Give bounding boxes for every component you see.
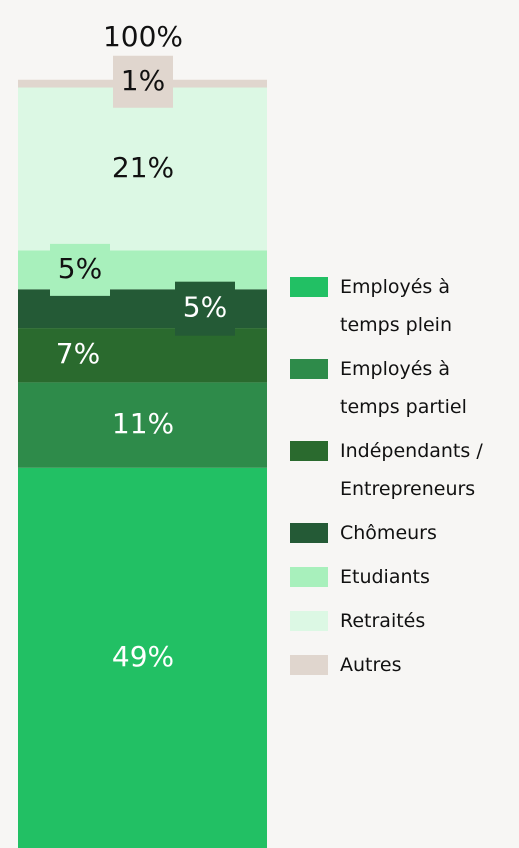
legend-swatch bbox=[290, 655, 328, 675]
bar-segment bbox=[18, 382, 267, 468]
legend-item: Autres bbox=[290, 646, 510, 684]
legend-item: Etudiants bbox=[290, 558, 510, 596]
value-label: 1% bbox=[121, 64, 165, 97]
legend-item: Employés à temps plein bbox=[290, 268, 510, 344]
legend-swatch bbox=[290, 441, 328, 461]
bar-segment bbox=[18, 328, 267, 383]
value-label: 11% bbox=[112, 407, 174, 440]
legend-item: Employés à temps partiel bbox=[290, 350, 510, 426]
legend-swatch bbox=[290, 359, 328, 379]
legend-label: Autres bbox=[340, 654, 402, 676]
legend-label: Employés à temps plein bbox=[340, 276, 452, 336]
label-box bbox=[175, 281, 235, 336]
legend-label: Indépendants / Entrepreneurs bbox=[340, 440, 483, 500]
bar-segment bbox=[18, 87, 267, 251]
legend-label: Chômeurs bbox=[340, 522, 437, 544]
label-box bbox=[50, 243, 110, 296]
legend: Employés à temps plein Employés à temps p… bbox=[290, 268, 510, 690]
legend-swatch bbox=[290, 611, 328, 631]
legend-label: Etudiants bbox=[340, 566, 430, 588]
value-label: 21% bbox=[112, 151, 174, 184]
value-label: 5% bbox=[183, 291, 227, 324]
legend-swatch bbox=[290, 277, 328, 297]
total-label: 100% bbox=[103, 20, 183, 53]
legend-item: Indépendants / Entrepreneurs bbox=[290, 432, 510, 508]
legend-label: Retraités bbox=[340, 610, 426, 632]
legend-item: Retraités bbox=[290, 602, 510, 640]
legend-label: Employés à temps partiel bbox=[340, 358, 467, 418]
bar-segment bbox=[18, 467, 267, 848]
value-label: 5% bbox=[58, 252, 102, 285]
legend-swatch bbox=[290, 523, 328, 543]
label-box bbox=[113, 55, 173, 108]
legend-swatch bbox=[290, 567, 328, 587]
value-label: 49% bbox=[112, 640, 174, 673]
legend-item: Chômeurs bbox=[290, 514, 510, 552]
value-label: 7% bbox=[56, 337, 100, 370]
